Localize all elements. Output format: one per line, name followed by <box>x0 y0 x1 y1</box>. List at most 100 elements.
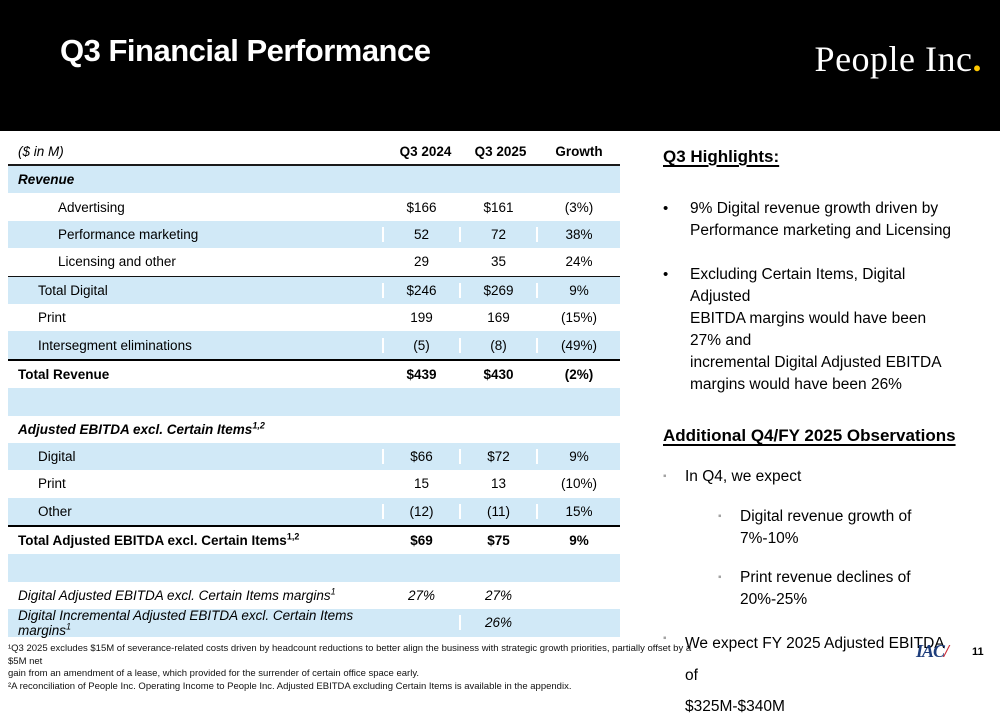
cell-growth: (3%) <box>536 199 620 215</box>
bullet-square-icon: ▪ <box>718 511 722 522</box>
header-band <box>0 0 1000 131</box>
highlight-text: Excluding Certain Items, Digital Adjuste… <box>690 266 942 393</box>
table-header-row: ($ in M) Q3 2024 Q3 2025 Growth <box>8 138 620 166</box>
cell-q3-2025: (11) <box>459 503 536 519</box>
cell-q3-2024: 27% <box>382 588 459 604</box>
cell-q3-2024: $166 <box>382 199 459 215</box>
cell-q3-2025: 26% <box>459 615 536 631</box>
table-row-revenue-section: Revenue <box>8 166 620 194</box>
cell-q3-2025: $72 <box>459 449 536 465</box>
observation-item-1: ▪ In Q4, we expect <box>663 466 959 488</box>
bullet-square-icon: ▪ <box>663 633 667 644</box>
row-label: Intersegment eliminations <box>38 337 192 353</box>
cell-q3-2025: 169 <box>459 310 536 326</box>
table-row-print-revenue: Print 199 169 (15%) <box>8 304 620 331</box>
row-label: Advertising <box>58 199 125 215</box>
highlight-bullet-2: • Excluding Certain Items, Digital Adjus… <box>663 264 959 396</box>
highlight-bullet-1: • 9% Digital revenue growth driven by Pe… <box>663 198 959 242</box>
cell-q3-2025: 27% <box>459 588 536 604</box>
logo-yellow-dot: . <box>972 39 982 79</box>
cell-q3-2024: (12) <box>382 503 459 519</box>
cell-growth: 9% <box>536 533 620 549</box>
footnote-marker: 1 <box>66 621 72 632</box>
footnote-1: ¹Q3 2025 excludes $15M of severance-rela… <box>8 643 692 679</box>
cell-q3-2024: $69 <box>382 533 459 549</box>
table-row-total-ebitda: Total Adjusted EBITDA excl. Certain Item… <box>8 525 620 554</box>
iac-logo-text: IAC <box>916 641 945 661</box>
cell-q3-2024: $439 <box>382 366 459 382</box>
page-number: 11 <box>972 646 984 658</box>
table-row-performance-marketing: Performance marketing 52 72 38% <box>8 220 620 249</box>
row-label: Digital Adjusted EBITDA excl. Certain It… <box>18 586 336 604</box>
row-label: Revenue <box>18 172 75 188</box>
cell-growth: (15%) <box>536 310 620 326</box>
cell-q3-2025: 13 <box>459 476 536 492</box>
footnote-marker: 1,2 <box>286 531 300 542</box>
cell-growth: 38% <box>536 226 620 242</box>
row-label: Total Adjusted EBITDA excl. Certain Item… <box>18 531 300 549</box>
cell-q3-2025: (8) <box>459 337 536 353</box>
footnote-marker: 1,2 <box>252 420 265 431</box>
cell-q3-2024: 52 <box>382 226 459 242</box>
table-row-ebitda-section: Adjusted EBITDA excl. Certain Items1,2 <box>8 416 620 443</box>
cell-growth: 9% <box>536 449 620 465</box>
cell-q3-2024: (5) <box>382 337 459 353</box>
table-row-licensing: Licensing and other 29 35 24% <box>8 248 620 275</box>
bullet-dot-icon: • <box>663 200 669 217</box>
table-row-total-digital: Total Digital $246 $269 9% <box>8 275 620 304</box>
cell-growth: 24% <box>536 254 620 270</box>
cell-q3-2025: $269 <box>459 282 536 298</box>
table-row-spacer <box>8 388 620 416</box>
bullet-square-icon: ▪ <box>663 471 667 482</box>
row-label: Licensing and other <box>58 254 176 270</box>
cell-q3-2025: $75 <box>459 533 536 549</box>
row-label: Digital <box>38 449 76 465</box>
cell-growth: 9% <box>536 282 620 298</box>
row-label: Total Revenue <box>18 366 110 382</box>
footnote-marker: 1 <box>330 586 336 597</box>
row-label: Total Digital <box>38 282 108 298</box>
table-row-total-revenue: Total Revenue $439 $430 (2%) <box>8 358 620 388</box>
iac-logo: IAC/ <box>916 641 949 662</box>
highlight-text: 9% Digital revenue growth driven by Perf… <box>690 200 952 239</box>
table-row-ebitda-digital: Digital $66 $72 9% <box>8 442 620 471</box>
row-label: Print <box>38 310 66 326</box>
table-row-intersegment: Intersegment eliminations (5) (8) (49%) <box>8 331 620 359</box>
bullet-dot-icon: • <box>663 266 669 283</box>
table-row-digital-margins: Digital Adjusted EBITDA excl. Certain It… <box>8 582 620 609</box>
highlights-heading: Q3 Highlights: <box>663 147 780 166</box>
cell-q3-2024: 15 <box>382 476 459 492</box>
cell-q3-2025: 72 <box>459 226 536 242</box>
page-title: Q3 Financial Performance <box>60 33 431 68</box>
people-inc-logo: People Inc. <box>815 38 982 80</box>
row-label: Print <box>38 476 66 492</box>
observation-text: Print revenue declines of 20%-25% <box>740 569 911 608</box>
cell-q3-2025: $430 <box>459 366 536 382</box>
observation-text: In Q4, we expect <box>685 468 802 485</box>
footnote-2: ²A reconciliation of People Inc. Operati… <box>8 680 572 692</box>
column-header-q3-2025: Q3 2025 <box>474 143 527 159</box>
observations-heading: Additional Q4/FY 2025 Observations <box>663 426 956 445</box>
cell-growth: 15% <box>536 503 620 519</box>
cell-q3-2024: 29 <box>382 254 459 270</box>
cell-q3-2024: $66 <box>382 449 459 465</box>
people-inc-logo-text: People Inc <box>814 39 973 79</box>
table-row-incremental-margins: Digital Incremental Adjusted EBITDA excl… <box>8 607 620 638</box>
row-label: Digital Incremental Adjusted EBITDA excl… <box>18 607 354 638</box>
table-row-advertising: Advertising $166 $161 (3%) <box>8 193 620 220</box>
iac-logo-slash: / <box>944 641 949 661</box>
cell-growth: (2%) <box>536 366 620 382</box>
right-panel: Q3 Highlights: • 9% Digital revenue grow… <box>663 146 959 723</box>
cell-growth: (49%) <box>536 337 620 353</box>
column-header-growth: Growth <box>555 143 603 159</box>
bullet-square-icon: ▪ <box>718 572 722 583</box>
observation-subitem-2: ▪ Print revenue declines of 20%-25% <box>663 567 959 611</box>
column-header-units: ($ in M) <box>18 143 64 159</box>
cell-q3-2025: 35 <box>459 254 536 270</box>
row-label: Adjusted EBITDA excl. Certain Items1,2 <box>18 420 265 437</box>
row-label: Performance marketing <box>58 226 199 242</box>
footnotes: ¹Q3 2025 excludes $15M of severance-rela… <box>8 643 708 693</box>
cell-q3-2024: $246 <box>382 282 459 298</box>
column-header-q3-2024: Q3 2024 <box>399 143 452 159</box>
table-row-ebitda-other: Other (12) (11) 15% <box>8 497 620 526</box>
